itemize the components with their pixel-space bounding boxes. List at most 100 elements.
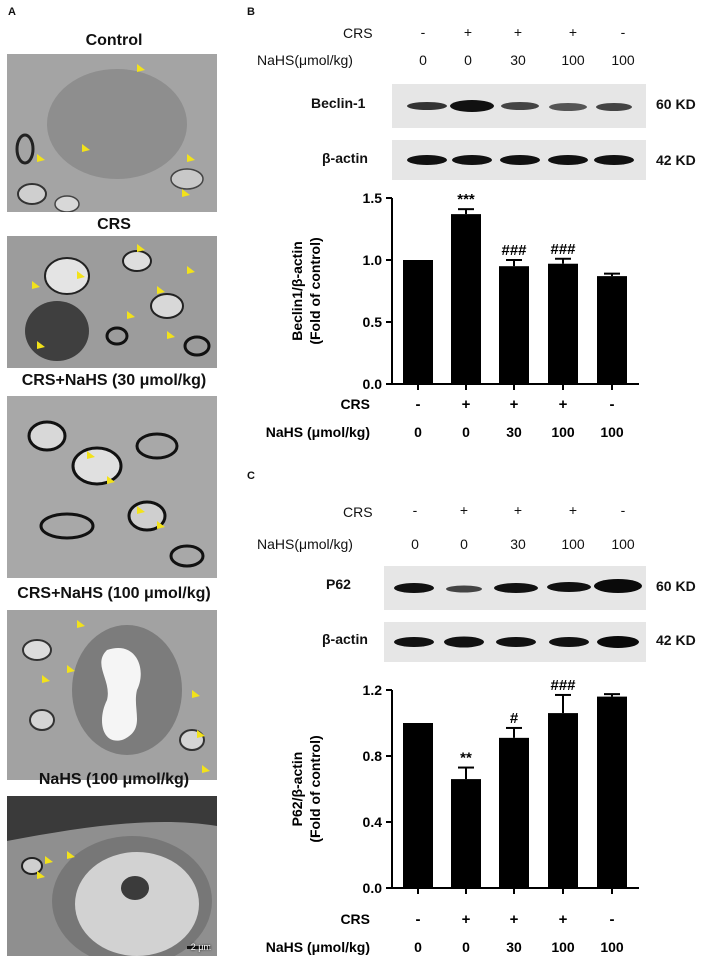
crs-value: - [620,502,626,518]
significance-marker: ** [460,750,472,767]
em-image-control [7,54,217,212]
blot-bands [394,636,639,648]
nahs-tick-label: 100 [551,939,575,955]
nahs-value: 30 [510,536,526,552]
bar [548,713,578,888]
crs-tick-label: + [559,396,568,413]
em-title-control: Control [85,32,143,49]
blot-label-actin-b: β-actin [322,150,368,166]
nahs-value: 0 [419,52,427,68]
bar [597,276,627,384]
crs-value: - [412,502,418,518]
blot-bands [407,100,632,112]
bar [597,696,627,888]
nahs-header-label: NaHS(μmol/kg) [257,52,353,68]
nahs-tick-label: 30 [506,424,522,440]
bar [451,214,481,384]
crs-value: + [463,24,473,40]
nahs-tick-label: 100 [600,939,624,955]
significance-marker: ### [501,242,527,259]
nahs-tick-label: 0 [414,424,422,440]
blot-label-actin-c: β-actin [322,631,368,647]
bar [499,737,529,888]
blot-bands [407,155,634,165]
crs-value: + [513,24,523,40]
y-tick-label: 1.0 [363,252,383,268]
crs-value: - [420,24,426,40]
crs-tick-label: - [416,911,421,928]
em-texture [7,610,217,780]
beclin1-bar-chart: 0.0 0.5 1.0 1.5 Beclin1/β-actin (Fold of cont… [266,190,639,440]
y-axis-label-group: Beclin1/β-actin (Fold of control) [289,237,323,344]
panel-a-letter: A [8,6,16,18]
western-blot-p62 [384,566,646,610]
crs-value: + [459,502,469,518]
y-axis-label: (Fold of control) [307,237,323,344]
crs-tick-label: - [416,396,421,413]
crs-tick-label: + [462,396,471,413]
em-title-nahs100: NaHS (100 μmol/kg) [38,771,190,788]
crs-tick-label: - [610,396,615,413]
scale-bar-label: 2 μm [190,942,211,952]
nahs-axis-label: NaHS (μmol/kg) [266,939,370,955]
y-tick-label: 0.0 [363,376,383,392]
nahs-value: 0 [464,52,472,68]
em-texture [7,796,217,956]
western-blot-beclin1 [392,84,646,128]
kd-label-actin-b: 42 KD [656,152,696,168]
crs-axis-label: CRS [340,396,370,412]
y-axis-label: P62/β-actin [289,752,305,827]
y-axis-label: (Fold of control) [307,735,323,842]
nahs-value: 0 [411,536,419,552]
bar [403,723,433,888]
nahs-tick-label: 0 [462,939,470,955]
panel-c-letter: C [247,470,255,482]
crs-tick-label: - [610,911,615,928]
crs-header-label: CRS [343,504,373,520]
bar [403,260,433,384]
crs-tick-label: + [462,911,471,928]
y-tick-label: 0.0 [363,880,383,896]
nahs-tick-label: 100 [600,424,624,440]
crs-value: + [513,502,523,518]
y-tick-label: 0.8 [363,748,383,764]
em-image-crs-nahs100 [7,610,217,780]
em-title-crs-nahs30: CRS+NaHS (30 μmol/kg) [21,372,207,389]
significance-marker: # [510,710,519,727]
nahs-value: 100 [561,536,585,552]
y-tick-label: 1.2 [363,682,383,698]
nahs-value: 100 [611,52,635,68]
crs-header-label: CRS [343,25,373,41]
crs-value: + [568,502,578,518]
western-blot-actin-b [392,140,646,180]
em-title-crs-nahs100: CRS+NaHS (100 μmol/kg) [17,585,211,602]
significance-marker: ### [550,677,576,694]
significance-marker: *** [457,191,475,208]
crs-tick-label: + [559,911,568,928]
nahs-axis-label: NaHS (μmol/kg) [266,424,370,440]
bar [451,779,481,888]
em-image-nahs100: 2 μm [7,796,217,956]
blot-label-p62: P62 [326,576,351,592]
crs-value: - [620,24,626,40]
crs-tick-label: + [510,396,519,413]
nahs-tick-label: 0 [414,939,422,955]
em-texture [7,236,217,368]
significance-marker: ### [550,241,576,258]
kd-label-actin-c: 42 KD [656,632,696,648]
nahs-tick-label: 0 [462,424,470,440]
nahs-tick-label: 30 [506,939,522,955]
em-title-crs: CRS [97,216,131,233]
nahs-tick-label: 100 [551,424,575,440]
em-image-crs-nahs30 [7,396,217,578]
blot-label-beclin1: Beclin-1 [311,95,366,111]
nahs-value: 100 [561,52,585,68]
y-tick-label: 1.5 [363,190,383,206]
bar [548,263,578,384]
y-axis-label: Beclin1/β-actin [289,241,305,341]
nahs-value: 0 [460,536,468,552]
nahs-value: 30 [510,52,526,68]
em-texture [7,54,217,212]
panel-b-letter: B [247,6,255,18]
western-blot-actin-c [384,622,646,662]
